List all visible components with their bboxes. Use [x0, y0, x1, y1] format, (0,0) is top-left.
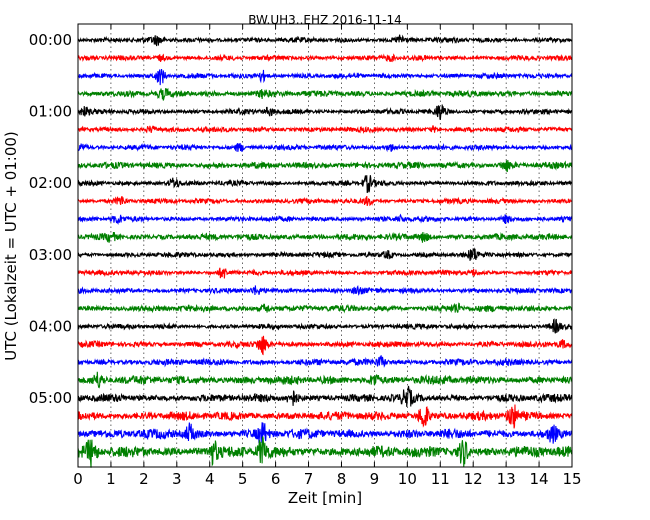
x-tick-label: 8 — [337, 470, 347, 488]
x-tick-label: 10 — [398, 470, 417, 488]
seismogram-trace — [77, 267, 573, 279]
x-tick-label: 11 — [431, 470, 450, 488]
seismogram-trace — [77, 125, 573, 134]
x-tick-label: 7 — [304, 470, 314, 488]
seismogram-trace — [77, 142, 573, 153]
seismogram-trace — [77, 87, 573, 101]
x-tick-label: 4 — [205, 470, 215, 488]
seismogram-trace — [77, 175, 573, 194]
plot-frame — [77, 23, 573, 468]
x-tick-label: 15 — [562, 470, 581, 488]
trace-group — [77, 34, 573, 468]
seismogram-trace — [77, 302, 573, 314]
seismogram-trace — [77, 318, 573, 334]
x-tick-label: 3 — [172, 470, 182, 488]
seismogram-trace — [77, 355, 573, 368]
y-tick-label: 05:00 — [29, 389, 72, 407]
x-tick-label: 0 — [73, 470, 83, 488]
y-tick-label: 02:00 — [29, 174, 72, 192]
x-tick-label: 1 — [106, 470, 116, 488]
seismogram-trace — [77, 213, 573, 225]
x-tick-label: 5 — [238, 470, 248, 488]
y-tick-label: 01:00 — [29, 103, 72, 121]
y-tick-label: 04:00 — [29, 317, 72, 335]
seismogram-trace — [77, 371, 573, 389]
x-tick-label: 12 — [464, 470, 483, 488]
x-tick-label: 14 — [530, 470, 549, 488]
seismogram-trace — [77, 195, 573, 207]
chart-title: BW.UH3..EHZ 2016-11-14 — [248, 13, 402, 27]
seismogram-trace — [77, 385, 573, 407]
seismogram-trace — [77, 34, 573, 47]
seismogram-trace — [77, 247, 573, 261]
seismogram-trace — [77, 436, 573, 468]
x-tick-label: 2 — [139, 470, 149, 488]
y-tick-label: 00:00 — [29, 31, 72, 49]
y-tick-label: 03:00 — [29, 246, 72, 264]
seismogram-trace — [77, 53, 573, 63]
x-tick-label: 9 — [370, 470, 380, 488]
seismogram-trace — [77, 104, 573, 120]
seismogram-trace — [77, 69, 573, 86]
seismogram-trace — [77, 160, 573, 173]
seismogram-trace — [77, 404, 573, 429]
tick-marks: 0 1 2 3 4 5 6 7 8 9 10 11 12 13 14 1500:0001:0002:0003:… — [29, 24, 582, 488]
grid-lines — [110, 24, 540, 467]
seismogram-trace — [77, 231, 573, 243]
seismogram-trace — [77, 422, 573, 444]
x-tick-label: 13 — [497, 470, 516, 488]
seismogram-trace — [77, 285, 573, 296]
x-tick-label: 6 — [271, 470, 281, 488]
seismogram-trace — [77, 335, 573, 356]
y-axis-label: UTC (Lokalzeit = UTC + 01:00) — [2, 131, 20, 361]
x-axis-label: Zeit [min] — [288, 489, 362, 507]
